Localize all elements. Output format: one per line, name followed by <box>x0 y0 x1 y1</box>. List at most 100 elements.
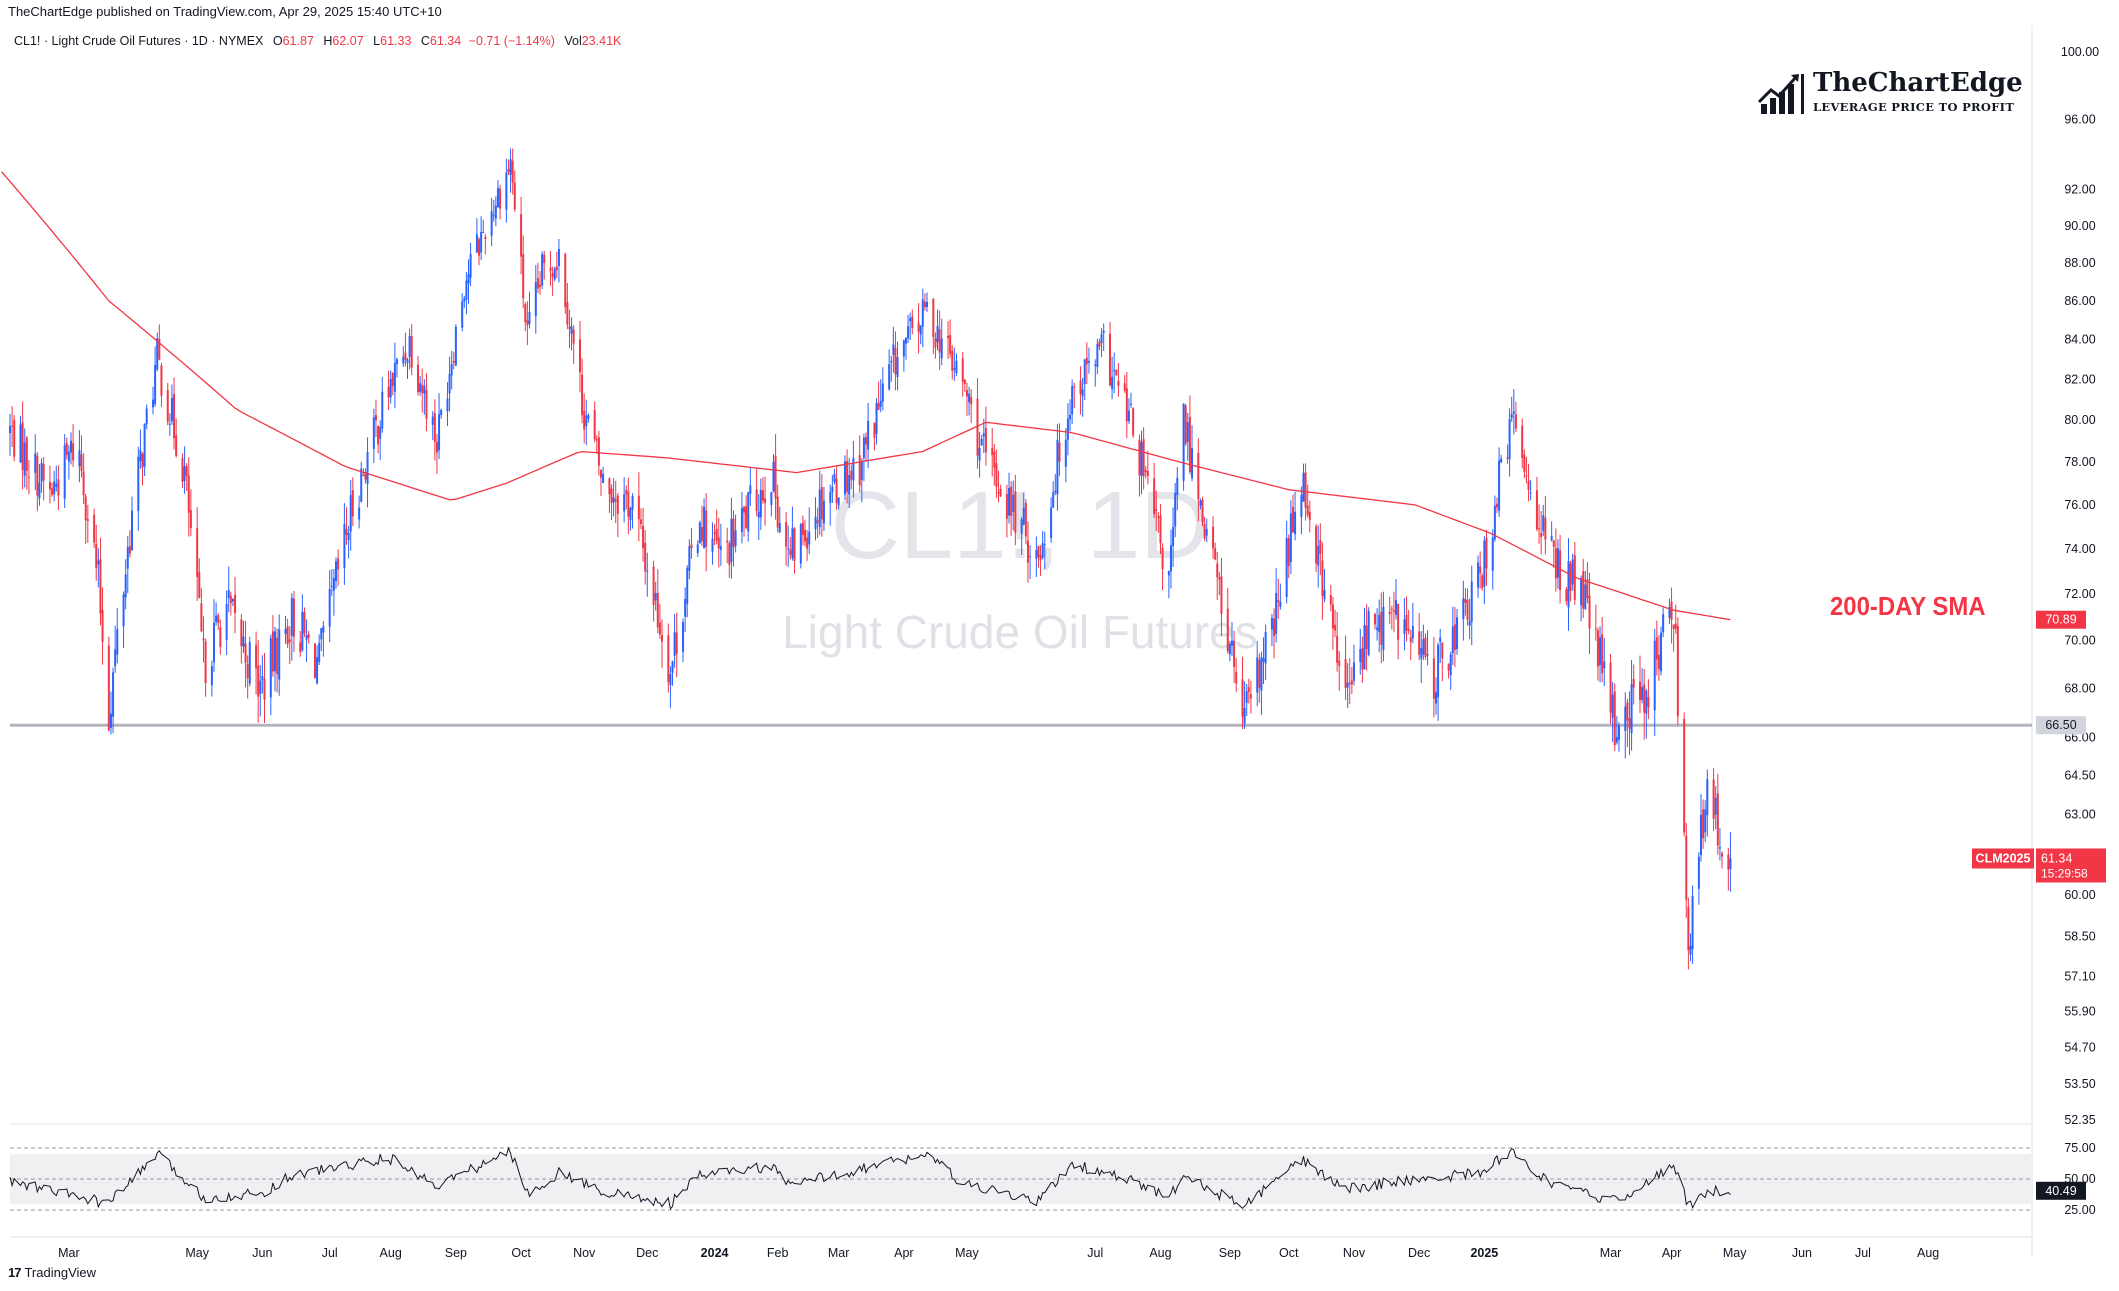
candle-body <box>114 649 117 667</box>
candle <box>837 497 840 510</box>
candle <box>1653 628 1656 736</box>
candle <box>894 331 897 391</box>
candle-body <box>1403 619 1406 634</box>
candle <box>600 469 603 496</box>
candle-body <box>1521 425 1524 458</box>
candle <box>1582 558 1585 619</box>
candle <box>726 527 729 564</box>
candle-body <box>1182 403 1185 481</box>
price-badge: 70.89 <box>2036 610 2086 629</box>
candle-body <box>1262 658 1265 662</box>
candle-body <box>1586 579 1589 599</box>
candle-body <box>1117 381 1120 386</box>
candle-body <box>917 322 920 332</box>
candle-body <box>570 326 573 334</box>
candle <box>1338 651 1341 691</box>
candle <box>438 393 441 459</box>
candle-body <box>1247 687 1250 693</box>
candle-body <box>1434 692 1437 704</box>
candle-body <box>185 466 188 476</box>
candle <box>1052 481 1055 508</box>
candle <box>1111 356 1114 400</box>
candle <box>1182 403 1185 491</box>
candle-body <box>1670 601 1673 620</box>
time-tick-label: Jul <box>1087 1246 1103 1260</box>
candle-body <box>642 525 645 549</box>
candle <box>711 522 714 565</box>
candle <box>553 266 556 282</box>
candle <box>490 197 493 247</box>
candle <box>698 520 701 544</box>
high-label: H <box>323 34 333 48</box>
candle <box>202 616 205 663</box>
candle <box>1706 769 1709 837</box>
candle-body <box>1704 809 1707 833</box>
candle <box>431 411 434 441</box>
candle-body <box>909 317 912 322</box>
candle-body <box>625 490 628 495</box>
candle <box>1329 584 1332 611</box>
candle <box>1689 933 1692 962</box>
candle-body <box>1645 690 1648 714</box>
candle-body <box>658 622 661 635</box>
candle-body <box>454 326 457 366</box>
candle <box>419 375 422 396</box>
candle <box>572 325 575 364</box>
candle-body <box>278 629 281 680</box>
candle-body <box>926 301 929 308</box>
candle <box>160 362 163 407</box>
candle <box>917 303 920 354</box>
change-value: −0.71 (−1.14%) <box>468 34 555 48</box>
candle <box>337 549 340 587</box>
candle-body <box>1727 854 1730 870</box>
watermark: CL1!, 1D Light Crude Oil Futures <box>782 472 1258 658</box>
candle <box>581 358 584 424</box>
candle-body <box>225 603 228 640</box>
candle-body <box>36 455 39 496</box>
tradingview-footer[interactable]: 17 TradingView <box>8 1265 96 1280</box>
candle-body <box>991 447 994 456</box>
time-axis[interactable]: Mar May Jun Jul Aug Sep Oct Nov Dec 2024 Feb Mar Apr… <box>58 1246 1939 1260</box>
candle-body <box>873 423 876 438</box>
sma-line-layer <box>1 171 1731 621</box>
candle-body <box>1641 687 1644 700</box>
candle-body <box>875 402 878 434</box>
candle-body <box>1245 691 1248 703</box>
candle-body <box>364 471 367 480</box>
candle-body <box>1079 380 1082 395</box>
candle-body <box>848 474 851 495</box>
bar-countdown: 15:29:58 <box>2041 866 2088 880</box>
candle <box>185 463 188 492</box>
candle-body <box>644 542 647 572</box>
symbol-title[interactable]: CL1! · Light Crude Oil Futures · 1D · NY… <box>14 34 264 48</box>
candle-body <box>69 440 72 453</box>
candle <box>608 477 611 513</box>
candle <box>686 565 689 618</box>
price-tick-label: 76.00 <box>2064 498 2095 512</box>
tradingview-brand: TradingView <box>24 1265 97 1280</box>
candle <box>717 517 720 568</box>
publisher-header: TheChartEdge published on TradingView.co… <box>8 4 442 19</box>
candle-body <box>1306 505 1309 515</box>
candle <box>469 242 472 287</box>
candle <box>1510 396 1513 422</box>
candle-body <box>1289 513 1292 562</box>
candle <box>1258 653 1261 703</box>
candle-body <box>417 364 420 393</box>
candle-body <box>391 373 394 387</box>
candle-body <box>995 463 998 487</box>
candle <box>1670 587 1673 644</box>
candle-body <box>610 488 613 503</box>
price-axis[interactable]: 100.00 96.00 92.00 90.00 88.00 86.00 84.00 82.0… <box>2061 45 2099 1127</box>
price-tick-label: 68.00 <box>2064 681 2095 695</box>
candle-body <box>173 394 176 439</box>
candle <box>1191 425 1194 482</box>
candle-body <box>675 632 678 654</box>
candle <box>911 309 914 335</box>
candle-body <box>656 593 659 628</box>
candle-body <box>1466 599 1469 620</box>
candle <box>593 401 596 443</box>
candle <box>1626 698 1629 748</box>
